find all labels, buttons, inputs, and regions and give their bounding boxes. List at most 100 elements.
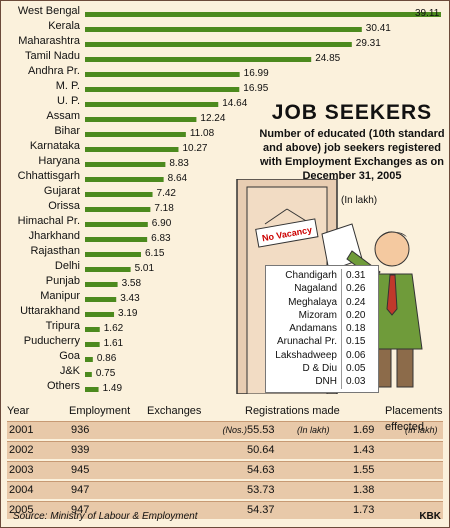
state-label: Rajasthan	[30, 245, 80, 257]
inset-row: Nagaland 0.26	[270, 282, 374, 296]
bar	[85, 162, 166, 167]
unit-cell: (In lakh)	[405, 425, 438, 435]
value-label: 1.61	[104, 338, 124, 349]
employment-exchanges-table: Year Employment Exchanges Registrations …	[1, 403, 449, 519]
exchanges-count-cell: 945	[71, 464, 90, 476]
placements-cell: 1.43	[353, 444, 375, 456]
unit-cell	[405, 482, 441, 499]
chart-subtitle: Number of educated (10th standard and ab…	[259, 128, 445, 182]
registrations-cell: 54.63	[247, 464, 275, 476]
value-label: 7.18	[154, 203, 174, 214]
state-label: Tripura	[46, 320, 81, 332]
header-year: Year	[7, 405, 30, 417]
state-label: Manipur	[40, 290, 80, 302]
unit-cell	[297, 482, 353, 499]
table-row: 2005 947 54.37 1.73	[7, 501, 443, 519]
others-breakdown-box: Chandigarh 0.31 Nagaland 0.26 Meghalaya 0.24 M…	[265, 265, 379, 393]
value-label: 29.31	[356, 38, 381, 49]
inset-state-name: Arunachal Pr.	[270, 335, 342, 349]
value-label: 14.64	[222, 98, 247, 109]
bar	[85, 282, 118, 287]
registrations-cell: 50.64	[247, 444, 275, 456]
table-row: 2003 945 54.63 1.55	[7, 461, 443, 479]
inset-state-name: DNH	[270, 375, 342, 389]
value-label: 6.83	[151, 233, 171, 244]
state-label: West Bengal	[18, 5, 80, 17]
state-label: Goa	[59, 350, 81, 362]
bar	[85, 342, 100, 347]
bar	[85, 27, 362, 32]
value-label: 39.11	[415, 8, 440, 19]
bar	[85, 87, 240, 92]
credit: KBK	[419, 511, 441, 522]
exchanges-count-cell: 939	[71, 444, 90, 456]
hair	[377, 231, 407, 241]
inset-state-value: 0.03	[346, 376, 366, 388]
state-label: Puducherry	[24, 335, 81, 347]
chart-unit-label: (In lakh)	[341, 195, 378, 206]
bar	[85, 102, 219, 107]
inset-row: Lakshadweep 0.06	[270, 348, 374, 363]
value-label: 7.42	[157, 188, 177, 199]
state-label: Orissa	[48, 200, 81, 212]
state-label: Bihar	[54, 125, 80, 137]
unit-cell	[149, 462, 247, 479]
state-label: Haryana	[38, 155, 80, 167]
value-label: 10.27	[182, 143, 207, 154]
value-label: 0.86	[97, 353, 117, 364]
state-label: Tamil Nadu	[25, 50, 80, 62]
value-label: 16.95	[243, 83, 268, 94]
bar-chart: West Bengal 39.11 Kerala 30.41 Maharashtra 29…	[18, 5, 441, 394]
value-label: 1.49	[103, 383, 123, 394]
placements-cell: 1.38	[353, 484, 375, 496]
exchanges-count-cell: 936	[71, 424, 90, 436]
inset-row: Arunachal Pr. 0.15	[270, 335, 374, 349]
bar	[85, 132, 186, 137]
value-label: 12.24	[200, 113, 225, 124]
inset-row: DNH 0.03	[270, 375, 374, 389]
bar	[85, 327, 100, 332]
inset-row: Andamans 0.18	[270, 322, 374, 336]
value-label: 5.01	[135, 263, 155, 274]
state-label: Jharkhand	[29, 230, 80, 242]
no-vacancy-sign: No Vacancy	[255, 218, 319, 248]
state-label: Assam	[46, 110, 80, 122]
value-label: 24.85	[315, 53, 340, 64]
value-label: 3.43	[120, 293, 140, 304]
bar	[85, 267, 131, 272]
exchanges-count-cell: 947	[71, 484, 90, 496]
bar	[85, 312, 115, 317]
bar	[85, 192, 153, 197]
inset-row: Meghalaya 0.24	[270, 295, 374, 309]
leg-right	[396, 348, 414, 388]
unit-cell	[297, 442, 353, 459]
unit-cell	[297, 502, 353, 519]
value-label: 6.15	[145, 248, 165, 259]
bar	[85, 237, 148, 242]
value-label: 30.41	[366, 23, 391, 34]
unit-cell	[297, 462, 353, 479]
bar	[85, 57, 312, 62]
bar	[85, 72, 240, 77]
inset-state-name: Mizoram	[270, 308, 342, 323]
state-label: Uttarakhand	[20, 305, 80, 317]
state-label: Karnataka	[30, 140, 81, 152]
value-label: 0.75	[96, 368, 116, 379]
inset-state-value: 0.05	[346, 363, 366, 375]
inset-row: Mizoram 0.20	[270, 308, 374, 323]
value-label: 8.64	[168, 173, 188, 184]
inset-state-name: Chandigarh	[270, 269, 342, 283]
state-label: J&K	[60, 365, 81, 377]
unit-cell: (Nos.)	[222, 425, 248, 435]
unit-cell	[149, 442, 247, 459]
header-employment: Employment	[69, 405, 131, 417]
bar	[85, 297, 117, 302]
bar	[85, 372, 92, 377]
inset-state-value: 0.20	[346, 309, 366, 321]
unit-cell	[405, 442, 441, 459]
bar	[85, 207, 151, 212]
bar	[85, 252, 141, 257]
inset-state-name: Lakshadweep	[270, 348, 342, 363]
year-cell: 2004	[9, 484, 34, 496]
inset-state-name: Andamans	[270, 322, 342, 336]
